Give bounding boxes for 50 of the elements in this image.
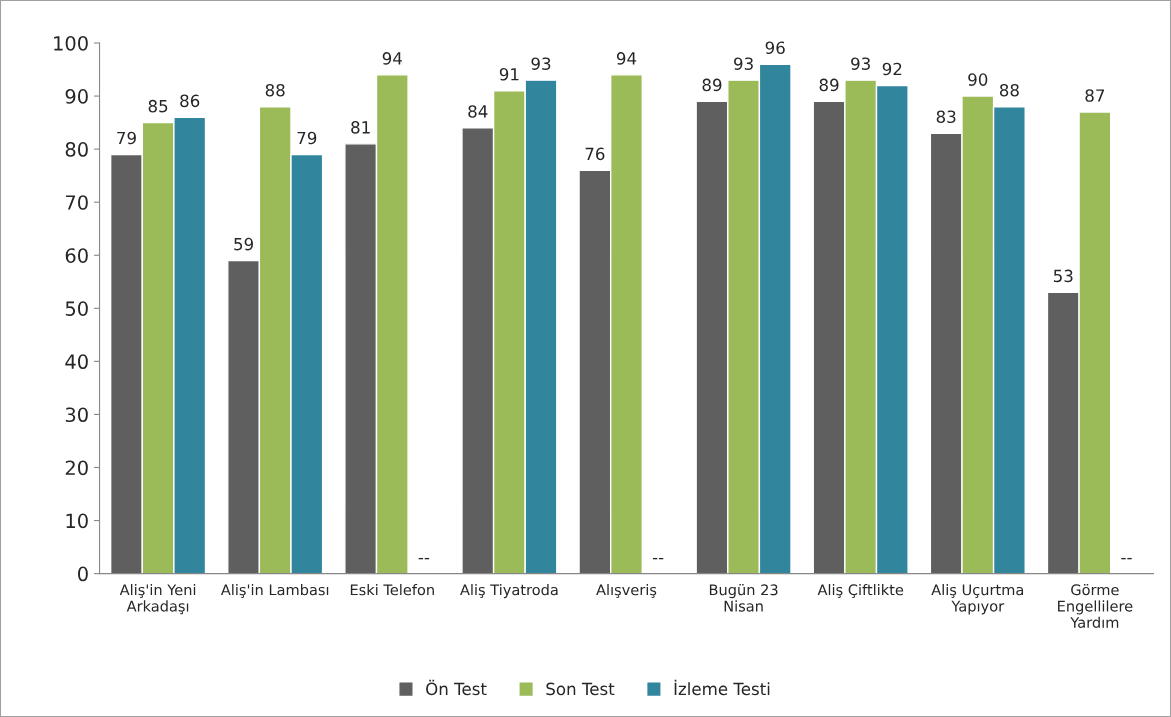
data-label: 86 [180, 94, 200, 108]
data-label: 89 [819, 78, 839, 92]
x-tick-label: Aliş Tiyatroda [460, 584, 558, 599]
y-tick-label: 100 [54, 35, 88, 51]
data-label: 84 [468, 105, 488, 118]
data-label: 91 [499, 67, 519, 81]
data-label: 76 [585, 147, 605, 161]
data-label: 59 [234, 237, 253, 251]
x-tick-label: Alışveriş [596, 584, 657, 598]
data-label: 81 [351, 121, 370, 134]
y-tick-label: 50 [65, 301, 88, 316]
x-tick-label: Eski Telefon [350, 584, 434, 596]
y-tick-label: 60 [65, 248, 88, 263]
data-label: 79 [297, 131, 317, 145]
x-tick-label: Aliş Uçurtma Yapıyor [931, 584, 1024, 615]
y-tick-label: 30 [65, 407, 88, 423]
text: -- [652, 557, 664, 560]
data-label: 83 [936, 110, 956, 124]
legend-label: İzleme Testi [674, 679, 770, 696]
y-tick-label: 80 [65, 142, 88, 157]
data-label: 93 [734, 57, 753, 70]
data-label: 93 [531, 57, 551, 70]
y-tick-label: 0 [78, 566, 88, 582]
data-label: 85 [148, 99, 168, 113]
x-tick-label: Bugün 23 Nisan [709, 584, 778, 612]
y-tick-label: 20 [65, 460, 88, 476]
data-label: 79 [117, 131, 136, 145]
y-tick-label: 40 [65, 354, 88, 370]
x-tick-label: Görme Engellilere Yardım [1058, 584, 1133, 628]
text: -- [418, 557, 430, 560]
data-label: 89 [702, 78, 722, 92]
data-label: 88 [265, 83, 285, 97]
data-label: 93 [851, 57, 870, 70]
data-label: 88 [999, 83, 1019, 97]
x-tick-label: Aliş Çiftlikte [817, 584, 904, 598]
legend-label: Ön Test [426, 679, 487, 696]
legend-label: Son Test [546, 682, 615, 696]
x-tick-label: Aliş'in Lambası [220, 584, 329, 598]
y-tick-label: 10 [66, 513, 88, 529]
y-tick-label: 90 [65, 89, 88, 104]
data-label: 90 [968, 73, 988, 86]
data-label: 53 [1053, 269, 1073, 283]
x-tick-label: Aliş'in Yeni Arkadaşı [119, 584, 196, 615]
data-label: 92 [882, 62, 902, 76]
data-label: 94 [382, 52, 402, 65]
text: -- [1121, 557, 1132, 560]
data-label: 87 [1085, 89, 1105, 102]
data-label: 96 [765, 41, 785, 55]
y-tick-label: 70 [65, 195, 88, 210]
data-label: 94 [616, 52, 637, 65]
